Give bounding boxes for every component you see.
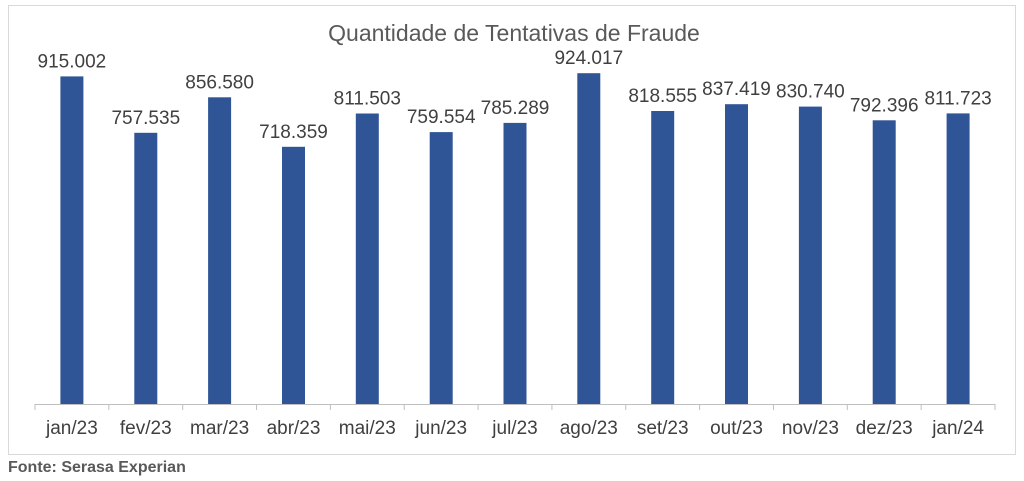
x-tick-label-fev-23: fev/23: [120, 418, 172, 439]
x-tick-label-mai-23: mai/23: [339, 418, 396, 439]
data-label-abr-23: 718.359: [259, 122, 328, 143]
x-tick-label-jun-23: jun/23: [414, 418, 467, 439]
bar-mar-23: [208, 97, 232, 405]
x-tick-label-mar-23: mar/23: [190, 418, 249, 439]
x-tick-label-jan-24: jan/24: [931, 418, 984, 439]
bars-group: [60, 73, 970, 405]
x-axis-ticks: [34, 404, 996, 410]
data-label-jul-23: 785.289: [481, 98, 550, 119]
x-tick-label-out-23: out/23: [710, 418, 763, 439]
x-tick-label-nov-23: nov/23: [782, 418, 839, 439]
source-note: Fonte: Serasa Experian: [8, 459, 186, 476]
bar-jan-23: [60, 76, 84, 405]
bar-jan-24: [946, 113, 970, 405]
x-tick-label-jan-23: jan/23: [45, 418, 98, 439]
bar-fev-23: [134, 132, 158, 405]
bar-chart: Quantidade de Tentativas de Fraude 915.0…: [34, 20, 996, 439]
chart-area: Quantidade de Tentativas de Fraude 915.0…: [8, 5, 1016, 455]
data-label-jan-23: 915.002: [38, 51, 107, 72]
data-label-mai-23: 811.503: [334, 89, 401, 110]
x-tick-label-jul-23: jul/23: [491, 418, 537, 439]
x-tick-label-dez-23: dez/23: [856, 418, 913, 439]
bar-set-23: [651, 111, 675, 404]
data-label-fev-23: 757.535: [111, 108, 180, 129]
data-label-jun-23: 759.554: [407, 107, 476, 128]
data-label-nov-23: 830.740: [776, 82, 845, 103]
bar-abr-23: [282, 146, 305, 405]
data-label-jan-24: 811.723: [924, 88, 991, 109]
x-tick-label-set-23: set/23: [637, 418, 689, 439]
x-tick-label-abr-23: abr/23: [267, 418, 321, 439]
data-label-set-23: 818.555: [628, 86, 697, 107]
x-axis-tick-labels: jan/23 fev/23 mar/23 abr/23 mai/23 jun/23 jul/…: [45, 418, 984, 439]
bar-jul-23: [503, 122, 527, 405]
bar-mai-23: [355, 113, 379, 404]
bar-out-23: [725, 104, 748, 404]
bar-dez-23: [872, 120, 896, 405]
data-label-out-23: 837.419: [702, 79, 771, 100]
bar-nov-23: [798, 106, 822, 404]
bar-jun-23: [429, 132, 453, 404]
x-tick-label-ago-23: ago/23: [560, 418, 618, 439]
data-label-dez-23: 792.396: [850, 95, 919, 116]
chart-title: Quantidade de Tentativas de Fraude: [328, 20, 700, 46]
data-label-mar-23: 856.580: [185, 72, 254, 93]
data-label-ago-23: 924.017: [554, 48, 623, 69]
bar-ago-23: [577, 73, 601, 404]
